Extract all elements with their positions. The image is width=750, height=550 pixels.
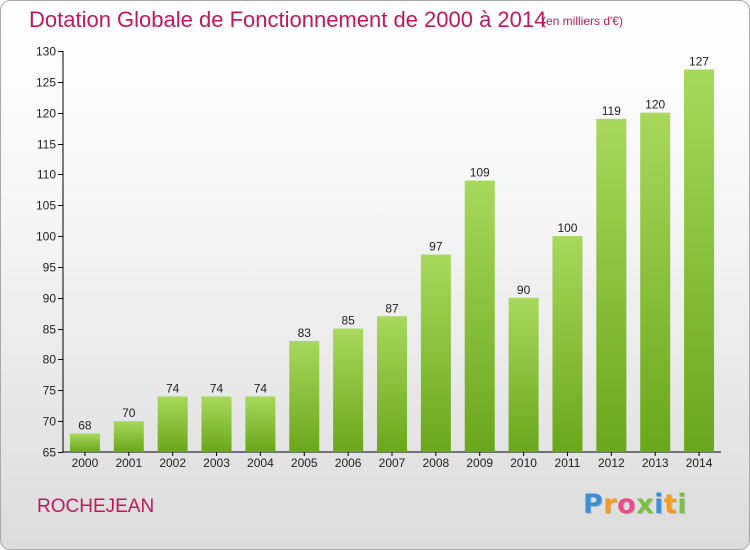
x-tick-label-2008: 2008 xyxy=(423,456,450,470)
bar-2002 xyxy=(157,396,188,452)
x-tick-label-2011: 2011 xyxy=(555,456,581,470)
y-tick-label: 70 xyxy=(43,415,57,429)
bar-2008 xyxy=(420,254,451,452)
y-tick-label: 110 xyxy=(37,168,56,182)
value-label-2011: 100 xyxy=(557,221,577,235)
value-label-2003: 74 xyxy=(210,381,224,395)
x-tick-label-2002: 2002 xyxy=(159,456,186,470)
commune-name: ROCHEJEAN xyxy=(37,496,155,517)
value-labels: 68 70 74 74 74 83 85 87 97 109 90 100 119 120 127 xyxy=(78,55,709,433)
x-tick-label-2012: 2012 xyxy=(598,456,625,470)
logo-letter: t xyxy=(663,489,678,520)
x-tick-label-2000: 2000 xyxy=(72,456,99,470)
bar-2003 xyxy=(201,396,232,452)
bar-2006 xyxy=(333,328,364,452)
value-label-2002: 74 xyxy=(166,381,180,395)
y-tick-label: 95 xyxy=(43,261,57,275)
unit-note: (en milliers d'€) xyxy=(542,14,623,28)
value-label-2012: 119 xyxy=(602,104,621,118)
x-tick-label-2010: 2010 xyxy=(510,456,537,470)
value-label-2001: 70 xyxy=(122,406,136,420)
x-tick-label-2007: 2007 xyxy=(379,456,406,470)
logo-letter: i xyxy=(677,489,688,520)
y-tick-label: 120 xyxy=(36,107,56,121)
y-tick-label: 125 xyxy=(36,76,56,90)
x-tick-label-2009: 2009 xyxy=(466,456,493,470)
bar-2014 xyxy=(684,69,715,452)
x-tick-label-2005: 2005 xyxy=(291,456,318,470)
logo-letter: P xyxy=(583,489,604,520)
bar-2001 xyxy=(113,421,144,452)
y-tick-label: 85 xyxy=(43,323,57,337)
bar-2005 xyxy=(289,340,320,452)
x-tick-label-2006: 2006 xyxy=(335,456,362,470)
bar-2010 xyxy=(508,297,539,452)
value-label-2009: 109 xyxy=(470,166,490,180)
value-label-2005: 83 xyxy=(298,326,312,340)
x-tick-label-2004: 2004 xyxy=(247,456,274,470)
y-tick-label: 105 xyxy=(36,199,56,213)
value-label-2014: 127 xyxy=(689,55,709,69)
bar-2004 xyxy=(245,396,276,452)
x-tick-label-2014: 2014 xyxy=(686,456,713,470)
axes: 65 70 75 80 85 90 95 100 105 110 115 120 125 130 2000 2… xyxy=(36,45,721,470)
bar-2007 xyxy=(377,316,407,452)
x-tick-label-2003: 2003 xyxy=(203,456,230,470)
logo-letter: r xyxy=(603,489,618,520)
logo-letter: i xyxy=(654,489,664,520)
y-tick-label: 90 xyxy=(43,292,57,306)
y-tick-label: 65 xyxy=(43,446,57,460)
x-tick-label-2013: 2013 xyxy=(642,456,669,470)
logo-letter: x xyxy=(636,489,655,520)
y-tick-label: 115 xyxy=(37,138,56,152)
bar-2011 xyxy=(552,236,583,452)
bar-2013 xyxy=(640,112,671,452)
y-tick-label: 130 xyxy=(36,45,56,59)
bar-2012 xyxy=(596,118,627,452)
y-tick-label: 100 xyxy=(36,230,56,244)
bar-2000 xyxy=(69,433,100,452)
y-tick-label: 75 xyxy=(43,384,57,398)
bars xyxy=(69,69,715,453)
proxiti-logo: Proxiti xyxy=(583,489,687,520)
value-label-2004: 74 xyxy=(254,381,268,395)
value-label-2007: 87 xyxy=(385,301,399,315)
logo-letter: o xyxy=(617,489,637,520)
value-label-2000: 68 xyxy=(78,418,92,432)
x-tick-label-2001: 2001 xyxy=(115,456,142,470)
value-label-2008: 97 xyxy=(429,240,443,254)
value-label-2006: 85 xyxy=(341,314,355,328)
value-label-2013: 120 xyxy=(645,98,665,112)
y-tick-label: 80 xyxy=(43,353,57,367)
bar-2009 xyxy=(464,180,495,453)
value-label-2010: 90 xyxy=(517,283,531,297)
chart-title: Dotation Globale de Fonctionnement de 20… xyxy=(29,7,547,32)
